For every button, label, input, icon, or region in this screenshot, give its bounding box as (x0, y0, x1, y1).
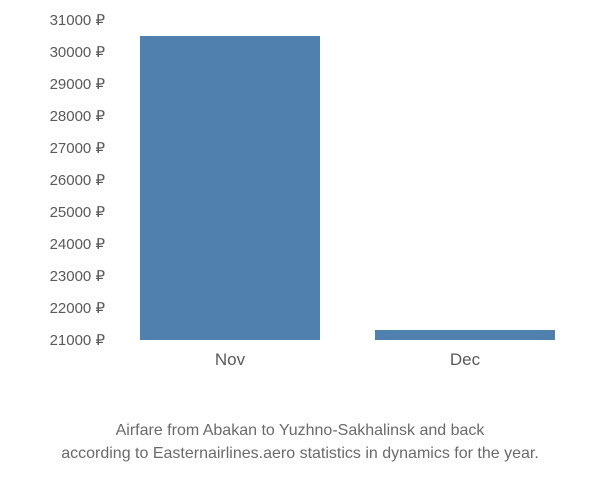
y-tick-label: 24000 ₽ (20, 235, 105, 253)
y-tick-label: 30000 ₽ (20, 43, 105, 61)
x-axis: Nov Dec (115, 350, 580, 380)
caption-line-2: according to Easternairlines.aero statis… (61, 445, 539, 462)
chart-caption: Airfare from Abakan to Yuzhno-Sakhalinsk… (0, 420, 600, 465)
y-tick-label: 22000 ₽ (20, 299, 105, 317)
y-tick-label: 29000 ₽ (20, 75, 105, 93)
caption-line-1: Airfare from Abakan to Yuzhno-Sakhalinsk… (116, 422, 485, 439)
y-tick-label: 23000 ₽ (20, 267, 105, 285)
x-tick-label: Nov (215, 350, 245, 370)
bar-dec (375, 330, 555, 340)
y-axis: 21000 ₽22000 ₽23000 ₽24000 ₽25000 ₽26000… (20, 20, 105, 340)
x-tick-label: Dec (450, 350, 480, 370)
plot-area (115, 20, 580, 340)
y-tick-label: 25000 ₽ (20, 203, 105, 221)
y-tick-label: 31000 ₽ (20, 11, 105, 29)
chart-container: 21000 ₽ 22000 ₽ 23000 ₽ 24000 ₽ 25000 ₽ 26000… (20, 20, 580, 400)
y-tick-label: 21000 ₽ (20, 331, 105, 349)
y-tick-label: 27000 ₽ (20, 139, 105, 157)
y-tick-label: 28000 ₽ (20, 107, 105, 125)
y-tick-label: 26000 ₽ (20, 171, 105, 189)
bar-nov (140, 36, 320, 340)
